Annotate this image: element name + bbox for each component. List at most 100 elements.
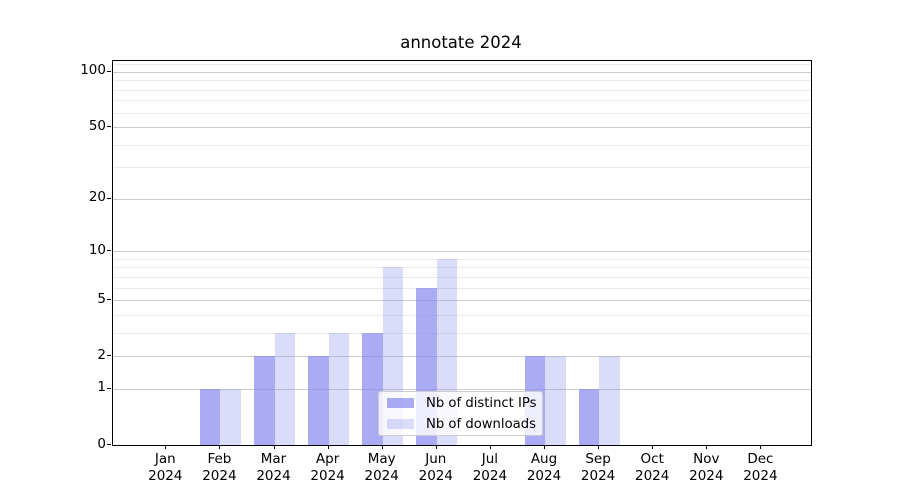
y-tick-20 <box>107 198 111 199</box>
legend: Nb of distinct IPs Nb of downloads <box>378 391 543 436</box>
y-tick-50 <box>107 126 111 127</box>
minor-gridline-110 <box>113 64 811 66</box>
x-tick-label-year: 2024 <box>689 468 724 484</box>
x-tick-apr <box>328 445 329 449</box>
bar-distinct-ips-may <box>362 332 383 445</box>
legend-label-downloads: Nb of downloads <box>426 416 536 432</box>
major-gridline-20 <box>113 198 811 200</box>
x-tick-label-year: 2024 <box>472 468 508 484</box>
minor-gridline-60 <box>113 112 811 114</box>
x-tick-label-month: Aug <box>530 451 558 467</box>
minor-gridline-8 <box>113 267 811 269</box>
plot-area <box>112 60 812 446</box>
x-tick-sep <box>598 445 599 449</box>
minor-gridline-70 <box>113 100 811 102</box>
y-tick-1 <box>107 388 111 389</box>
bar-distinct-ips-apr <box>308 356 329 445</box>
x-tick-label-aug: Aug 2024 <box>516 451 572 485</box>
bar-distinct-ips-sep <box>578 388 600 445</box>
bar-downloads-mar <box>274 332 295 445</box>
y-tick-2 <box>107 355 111 356</box>
minor-gridline-90 <box>113 80 811 82</box>
y-tick-5 <box>107 299 111 300</box>
x-tick-label-month: Jun <box>425 451 447 467</box>
x-tick-label-year: 2024 <box>418 468 453 484</box>
legend-row-distinct-ips: Nb of distinct IPs <box>387 394 542 412</box>
x-tick-jul <box>490 445 491 449</box>
x-tick-label-year: 2024 <box>310 468 345 484</box>
x-tick-label-year: 2024 <box>526 468 562 484</box>
y-tick-100 <box>107 71 111 72</box>
x-tick-label-month: Oct <box>640 451 664 467</box>
x-tick-label-year: 2024 <box>364 468 399 484</box>
y-tick-label-10: 10 <box>88 241 106 258</box>
bar-downloads-apr <box>328 332 350 445</box>
minor-gridline-30 <box>113 167 811 169</box>
x-tick-label-year: 2024 <box>580 468 616 484</box>
y-tick-label-2: 2 <box>97 346 106 363</box>
minor-gridline-80 <box>113 89 811 91</box>
legend-swatch-distinct-ips <box>387 398 414 408</box>
x-tick-label-jan: Jan 2024 <box>137 451 193 485</box>
x-tick-jan <box>165 445 166 449</box>
major-gridline-1 <box>113 388 811 390</box>
minor-gridline-7 <box>113 276 811 278</box>
y-tick-label-5: 5 <box>97 290 106 307</box>
y-tick-0 <box>107 444 111 445</box>
y-tick-10 <box>107 250 111 251</box>
x-tick-label-year: 2024 <box>202 468 237 484</box>
x-tick-label-year: 2024 <box>256 468 291 484</box>
x-tick-label-may: May 2024 <box>354 451 410 485</box>
x-tick-jun <box>436 445 437 449</box>
x-tick-label-month: Jan <box>154 451 176 467</box>
x-tick-aug <box>544 445 545 449</box>
minor-gridline-4 <box>113 314 811 316</box>
y-tick-label-100: 100 <box>80 62 106 79</box>
x-tick-label-year: 2024 <box>635 468 670 484</box>
x-tick-label-feb: Feb 2024 <box>191 451 247 485</box>
x-tick-label-month: Feb <box>207 451 232 467</box>
legend-row-downloads: Nb of downloads <box>387 415 542 433</box>
chart-title: annotate 2024 <box>400 33 522 52</box>
x-tick-mar <box>274 445 275 449</box>
y-tick-label-50: 50 <box>88 117 106 134</box>
minor-gridline-9 <box>113 258 811 260</box>
x-tick-dec <box>760 445 761 449</box>
x-tick-nov <box>706 445 707 449</box>
x-tick-feb <box>219 445 220 449</box>
bar-downloads-sep <box>599 356 620 445</box>
x-tick-label-sep: Sep 2024 <box>570 451 626 485</box>
major-gridline-10 <box>113 251 811 253</box>
major-gridline-2 <box>113 356 811 358</box>
x-tick-label-month: Dec <box>747 451 774 467</box>
major-gridline-50 <box>113 127 811 129</box>
y-tick-label-20: 20 <box>88 189 106 206</box>
legend-swatch-downloads <box>387 419 414 429</box>
x-tick-label-year: 2024 <box>743 468 778 484</box>
bar-downloads-aug <box>545 356 566 445</box>
x-tick-label-month: Nov <box>693 451 720 467</box>
y-tick-label-1: 1 <box>97 379 106 396</box>
x-tick-label-apr: Apr 2024 <box>300 451 356 485</box>
bar-distinct-ips-feb <box>199 388 221 445</box>
major-gridline-100 <box>113 71 811 73</box>
x-tick-label-mar: Mar 2024 <box>246 451 302 485</box>
x-tick-label-jul: Jul 2024 <box>462 451 518 485</box>
minor-gridline-6 <box>113 287 811 289</box>
bar-distinct-ips-mar <box>254 356 275 445</box>
x-tick-may <box>382 445 383 449</box>
major-gridline-5 <box>113 300 811 302</box>
minor-gridline-3 <box>113 332 811 334</box>
x-tick-label-month: May <box>367 451 396 467</box>
x-tick-label-month: Apr <box>315 451 340 467</box>
bar-downloads-feb <box>220 388 241 445</box>
x-tick-label-jun: Jun 2024 <box>408 451 464 485</box>
x-tick-label-month: Jul <box>481 451 499 467</box>
x-tick-label-nov: Nov 2024 <box>678 451 734 485</box>
y-tick-label-0: 0 <box>97 435 106 452</box>
x-tick-label-year: 2024 <box>148 468 183 484</box>
x-tick-label-month: Mar <box>260 451 287 467</box>
x-tick-label-dec: Dec 2024 <box>732 451 788 485</box>
x-tick-label-month: Sep <box>585 451 611 467</box>
